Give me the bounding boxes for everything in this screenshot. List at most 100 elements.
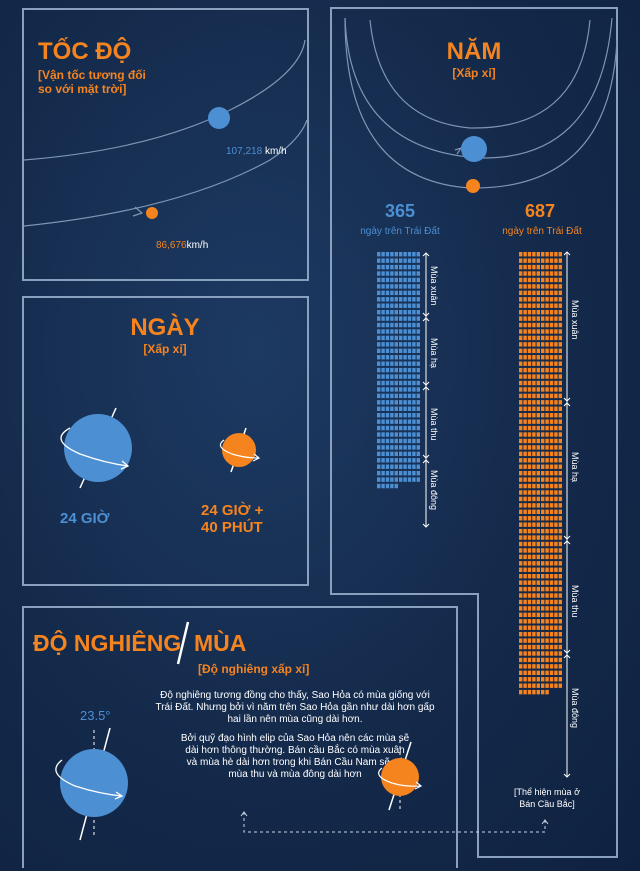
earth-day-square	[390, 464, 394, 469]
mars-day-square	[554, 309, 558, 315]
earth-day-label: 24 GIỜ	[60, 510, 110, 527]
mars-day-square	[527, 509, 532, 515]
mars-day-square	[519, 625, 523, 630]
mars-day-square	[541, 413, 545, 418]
earth-day-square	[416, 355, 420, 360]
mars-day-square	[549, 464, 554, 469]
earth-day-square	[390, 264, 394, 270]
mars-day-square	[541, 303, 545, 308]
earth-day-square	[377, 380, 381, 386]
mars-day-square	[523, 516, 527, 521]
mars-day-square	[519, 438, 523, 444]
mars-day-square	[519, 593, 523, 598]
earth-day-square	[377, 445, 381, 450]
earth-day-square	[377, 406, 381, 411]
earth-day-square	[416, 335, 420, 341]
mars-day-square	[558, 638, 562, 643]
mars-day-square	[532, 361, 536, 366]
mars-day-square	[523, 574, 527, 579]
earth-day-square	[407, 438, 412, 444]
year-note-2: Bán Cầu Bắc]	[519, 799, 575, 809]
earth-day-square	[407, 335, 412, 341]
earth-day-square	[407, 284, 412, 289]
mars-day-square	[541, 277, 545, 283]
day-panel	[22, 296, 309, 586]
mars-day-square	[523, 528, 527, 534]
mars-day-square	[523, 657, 527, 663]
earth-day-square	[381, 432, 385, 437]
earth-day-square	[377, 400, 381, 405]
mars-day-square	[536, 335, 540, 341]
mars-day-square	[532, 586, 536, 592]
earth-day-square	[416, 297, 420, 302]
mars-day-square	[519, 670, 523, 676]
mars-days-grid	[519, 252, 562, 695]
earth-day-square	[381, 413, 385, 418]
mars-day-square	[536, 554, 540, 560]
earth-day-square	[390, 348, 394, 354]
mars-day-square	[541, 438, 545, 444]
mars-day-square	[558, 561, 562, 566]
earth-day-square	[381, 438, 385, 444]
mars-day-square	[527, 683, 532, 688]
mars-day-square	[532, 252, 536, 257]
mars-day-square	[523, 290, 527, 296]
mars-day-square	[527, 689, 532, 695]
mars-day-square	[554, 393, 558, 399]
mars-day-square	[554, 348, 558, 354]
earth-day-square	[385, 284, 390, 289]
earth-day-square	[385, 342, 390, 347]
mars-day-square	[532, 400, 536, 405]
mars-day-square	[519, 335, 523, 341]
earth-day-square	[381, 348, 385, 354]
mars-day-square	[541, 631, 545, 637]
mars-day-square	[523, 470, 527, 476]
earth-day-square	[394, 413, 398, 418]
mars-day-square	[558, 670, 562, 676]
mars-day-square	[558, 284, 562, 289]
mars-day-square	[532, 541, 536, 547]
mars-day-square	[558, 425, 562, 431]
mars-day-square	[554, 631, 558, 637]
earth-day-square	[407, 264, 412, 270]
mars-day-square	[541, 297, 545, 302]
mars-day-square	[541, 419, 545, 424]
mars-day-square	[558, 451, 562, 457]
mars-day-square	[523, 490, 527, 495]
earth-day-square	[390, 380, 394, 386]
earth-day-square	[394, 316, 398, 321]
mars-day-square	[554, 554, 558, 560]
mars-day-square	[541, 464, 545, 469]
mars-day-square	[541, 683, 545, 688]
earth-day-square	[377, 374, 381, 379]
earth-rotation-arrow	[60, 427, 129, 467]
earth-day-square	[407, 316, 412, 321]
earth-day-square	[399, 342, 403, 347]
mars-day-square	[549, 664, 554, 669]
mars-day-square	[558, 458, 562, 463]
earth-day-square	[412, 361, 416, 366]
mars-day-label-1: 24 GIỜ +	[201, 502, 264, 519]
mars-day-square	[532, 258, 536, 263]
mars-day-square	[532, 496, 536, 502]
mars-day-square	[519, 342, 523, 347]
mars-day-square	[541, 445, 545, 450]
mars-orbit-arrow	[132, 206, 144, 217]
earth-day-square	[403, 419, 407, 424]
earth-day-square	[407, 367, 412, 373]
earth-day-square	[407, 432, 412, 437]
earth-day-square	[390, 458, 394, 463]
earth-day-square	[394, 483, 398, 489]
mars-day-square	[536, 619, 540, 624]
earth-day-square	[377, 342, 381, 347]
earth-day-square	[394, 329, 398, 334]
earth-day-square	[399, 445, 403, 450]
mars-day-square	[558, 252, 562, 257]
earth-day-square	[403, 271, 407, 276]
mars-day-square	[527, 258, 532, 263]
mars-day-square	[541, 271, 545, 276]
mars-day-square	[558, 329, 562, 334]
earth-day-square	[394, 387, 398, 392]
earth-day-square	[377, 387, 381, 392]
